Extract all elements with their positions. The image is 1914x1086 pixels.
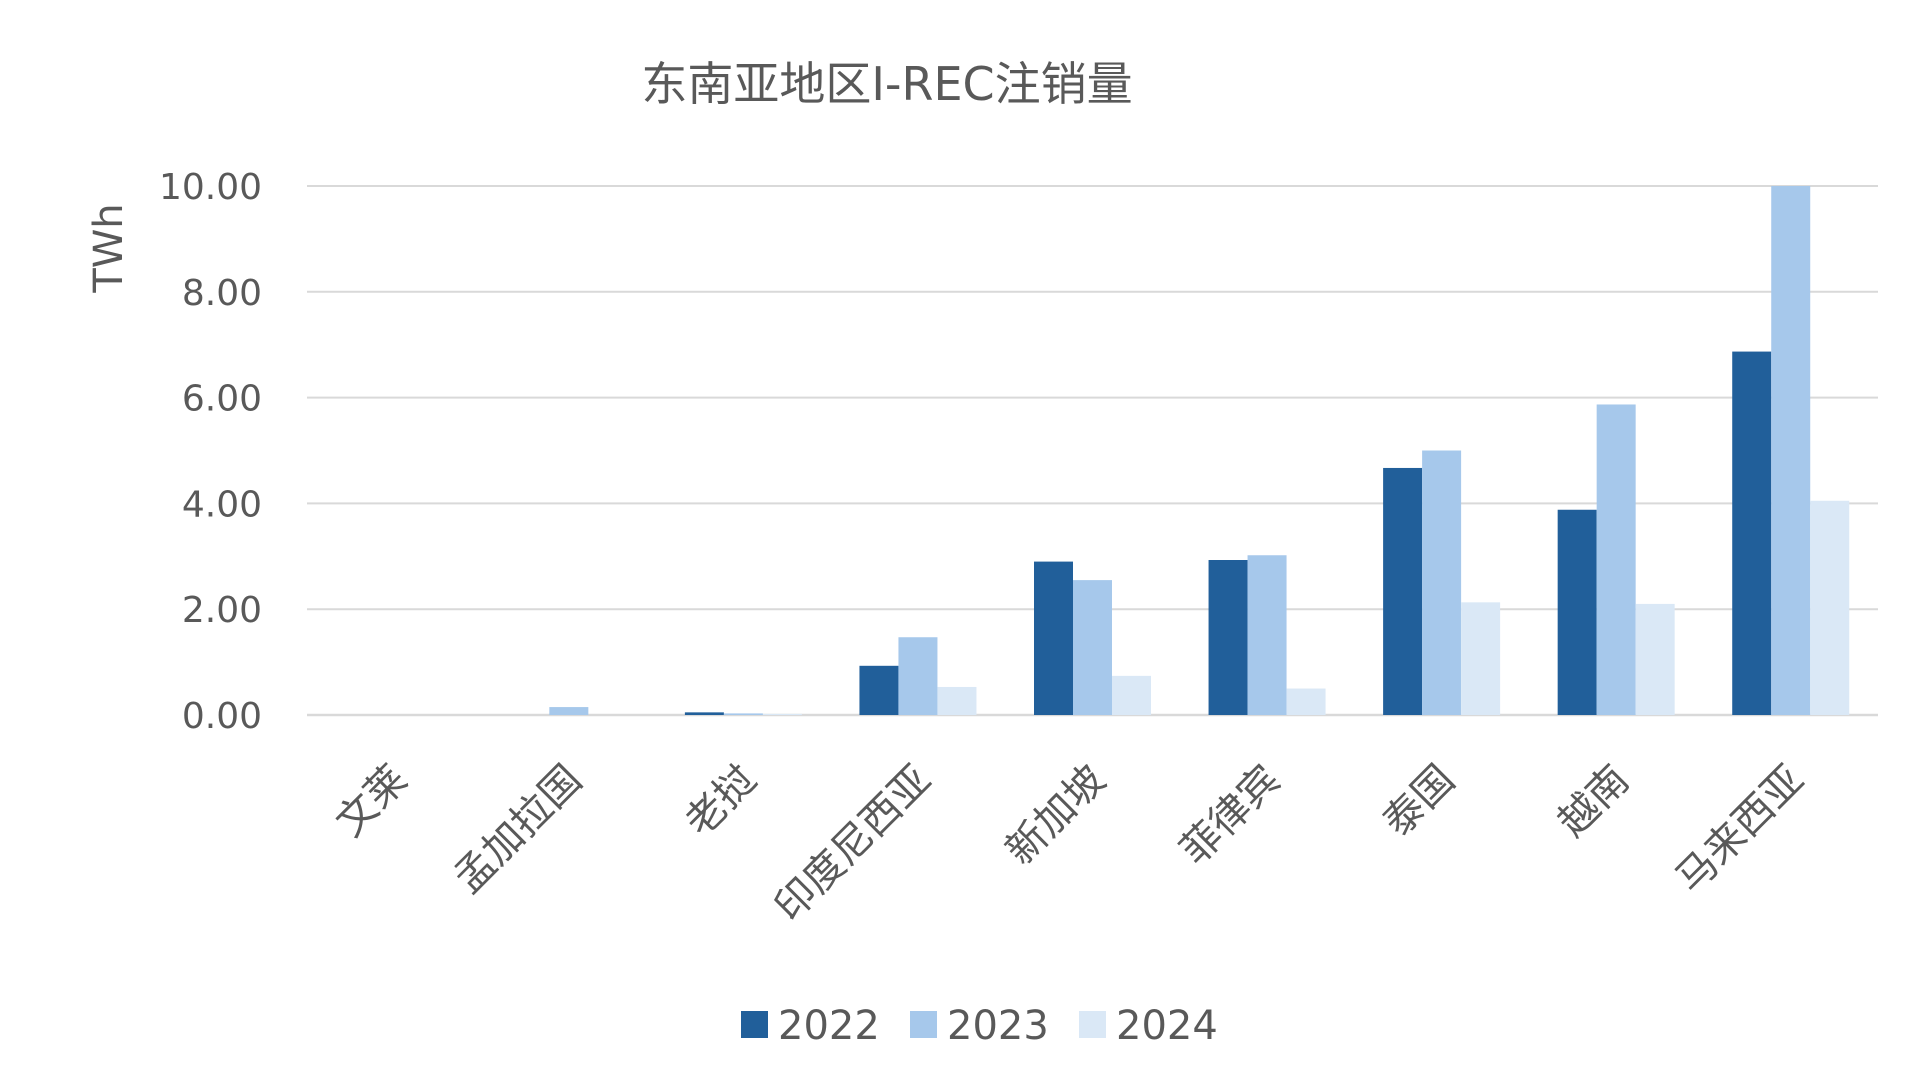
y-axis-ticks: 0.00 2.00 4.00 6.00 8.00 10.00 [159,167,262,737]
x-tick-label: 文莱 [327,757,416,846]
legend-label: 2023 [947,1003,1049,1049]
bar-2024-8 [1810,500,1850,715]
x-tick-label: 印度尼西亚 [766,757,940,931]
x-tick-label: 老挝 [676,757,765,846]
y-tick-label: 10.00 [159,167,262,208]
x-tick-label: 孟加拉国 [445,757,591,903]
bar-2022-2 [684,712,724,715]
y-tick-label: 0.00 [182,696,262,737]
x-axis-ticks: 文莱 孟加拉国 老挝 印度尼西亚 新加坡 菲律宾 泰国 越南 马来西亚 [327,757,1813,931]
bar-2023-8 [1771,186,1811,715]
x-tick-label: 马来西亚 [1667,757,1813,903]
bar-2022-8 [1732,351,1772,715]
bar-2022-7 [1557,509,1597,715]
bar-2022-6 [1383,467,1423,715]
legend-swatch-2023 [910,1011,937,1038]
bar-2022-5 [1208,560,1248,715]
chart-title: 东南亚地区I-REC注销量 [641,57,1132,111]
bar-2024-7 [1635,603,1675,715]
y-tick-label: 2.00 [182,590,262,631]
legend-label: 2024 [1116,1003,1218,1049]
bar-2022-3 [859,665,899,715]
bar-2024-4 [1112,675,1151,715]
legend: 2022 2023 2024 [741,1003,1218,1049]
bar-2023-6 [1422,450,1462,715]
y-tick-label: 6.00 [182,379,262,420]
bar-2024-6 [1461,602,1501,715]
y-tick-label: 4.00 [182,484,262,525]
bar-2023-1 [549,707,589,715]
bar-2023-4 [1073,580,1112,715]
legend-swatch-2024 [1079,1011,1106,1038]
y-tick-label: 8.00 [182,273,262,314]
bar-2024-5 [1286,688,1326,715]
bar-2022-4 [1034,561,1073,715]
bar-2023-7 [1596,404,1636,715]
bar-2023-2 [723,713,763,715]
x-tick-label: 菲律宾 [1172,757,1289,874]
legend-label: 2022 [778,1003,880,1049]
bar-2023-5 [1247,555,1287,715]
x-tick-label: 新加坡 [997,757,1114,874]
bar-2024-2 [762,713,802,715]
x-tick-label: 越南 [1549,757,1638,846]
bars [549,186,1850,715]
x-tick-label: 泰国 [1375,757,1464,846]
bar-2023-3 [898,637,938,715]
legend-swatch-2022 [741,1011,768,1038]
y-axis-label: TWh [86,203,132,293]
bar-2024-3 [937,686,977,715]
